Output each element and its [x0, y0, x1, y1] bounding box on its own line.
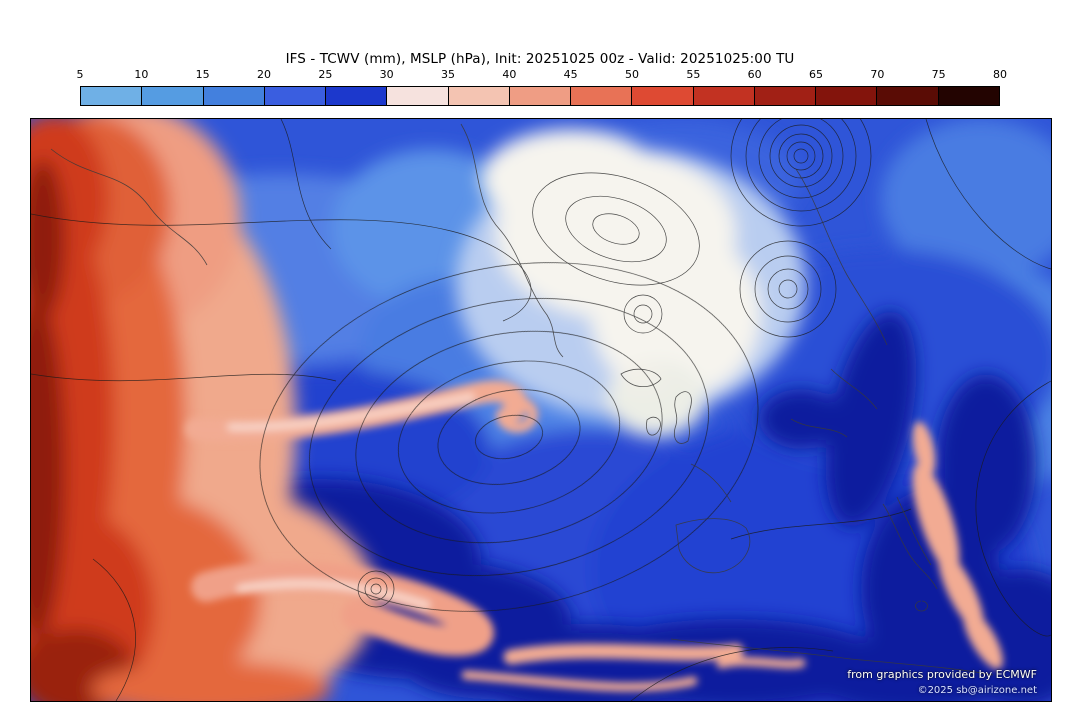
- tcwv-mslp-map: [31, 119, 1051, 701]
- colorbar-tick: 20: [257, 68, 271, 81]
- colorbar-tick: 5: [76, 68, 84, 81]
- colorbar-tick: 15: [195, 68, 210, 81]
- colorbar-segment: [938, 87, 999, 105]
- colorbar-tick: 80: [993, 68, 1007, 81]
- colorbar-segment: [387, 87, 449, 105]
- colorbar-tick: 55: [686, 68, 701, 81]
- mslp-isobars: [31, 119, 1051, 701]
- colorbar-tick-labels: 5 10 15 20 25 30 35 40 45 50 55 60 65 70 75 80: [76, 68, 1008, 84]
- colorbar-tick: 60: [747, 68, 762, 81]
- colorbar-segment: [693, 87, 755, 105]
- colorbar-segment: [448, 87, 510, 105]
- warm-field-layer: [31, 119, 376, 701]
- colorbar-segment: [142, 87, 204, 105]
- colorbar-segment: [264, 87, 327, 105]
- colorbar-segment: [816, 87, 878, 105]
- chart-title: IFS - TCWV (mm), MSLP (hPa), Init: 20251…: [285, 51, 795, 67]
- colorbar-segment: [877, 87, 939, 105]
- colorbar-tick: 45: [563, 68, 578, 81]
- colorbar-tick: 65: [809, 68, 823, 81]
- colorbar-tick: 70: [870, 68, 885, 81]
- colorbar: 5 10 15 20 25 30 35 40 45 50 55 60 65 70 75 80: [76, 68, 1008, 106]
- colorbar-segment: [509, 87, 572, 105]
- copyright-credit: ©2025 sb@airizone.net: [917, 685, 1037, 696]
- colorbar-segment: [326, 87, 388, 105]
- colorbar-tick: 30: [379, 68, 394, 81]
- colorbar-tick: 40: [502, 68, 517, 81]
- colorbar-tick: 10: [134, 68, 149, 81]
- colorbar-tick: 75: [931, 68, 946, 81]
- colorbar-segment: [203, 87, 265, 105]
- weather-map: from graphics provided by ECMWF ©2025 sb…: [30, 118, 1052, 702]
- dry-white-region: [456, 129, 806, 437]
- colorbar-tick: 25: [318, 68, 333, 81]
- coastlines: [50, 123, 994, 676]
- colorbar-segment: [81, 87, 143, 105]
- ecmwf-credit: from graphics provided by ECMWF: [847, 668, 1037, 681]
- colorbar-segment: [754, 87, 817, 105]
- colorbar-tick: 35: [441, 68, 455, 81]
- colorbar-gradient: [80, 86, 1000, 106]
- colorbar-segment: [571, 87, 633, 105]
- colorbar-tick: 50: [625, 68, 639, 81]
- mediterranean-moist-patches: [912, 421, 1003, 670]
- colorbar-segment: [632, 87, 694, 105]
